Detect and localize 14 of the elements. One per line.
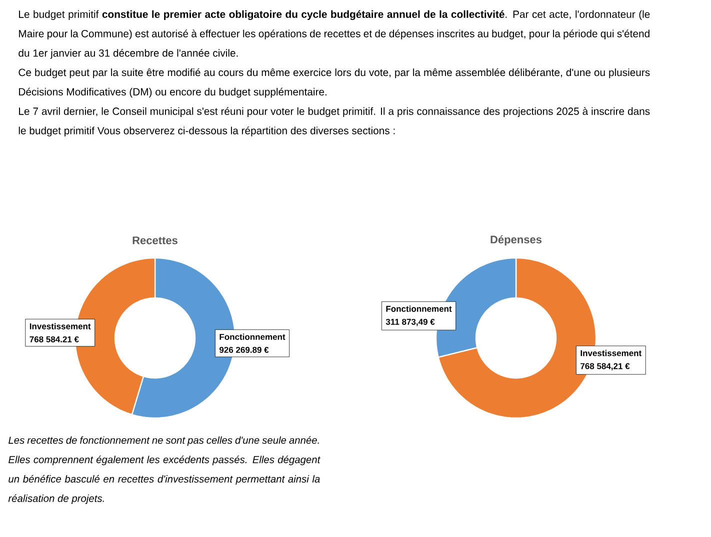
slice-label: Fonctionnement	[386, 306, 452, 312]
data-label: 768 584,21 €	[580, 363, 630, 370]
text: Le budget primitif constitue le premier acte obligatoire du cycle budgétaire annuel de la collectivité. Par cet acte, l'ordonnateur (le Maire pour la Commune) est autorisé à effectuer les opérations de recettes et de dépenses inscrites au budget, pour la période qui s'étend du 1er janvier au 31 décembre de l'année civile.	[18, 10, 650, 59]
slice-label: Fonctionnement	[220, 334, 286, 340]
slice-label: Investissement	[30, 323, 91, 330]
data-label: 926 269.89 €	[220, 346, 269, 353]
text: Le 7 avril dernier, le Conseil municipal s'est réuni pour voter le budget primitif. Il a pris connaissance des projections 2025 à inscrire dans le budget primitif Vous observerez ci-dessous la répartition des diverses sections :	[18, 107, 650, 136]
data-label: 311 873,49 €	[386, 318, 435, 326]
text: Les recettes de fonctionnement ne sont pas celles d'une seule année. Elles comprennent également les excédents passés. Elles dégagent un bénéfice basculé en recettes d'investissement permettant ainsi la réalisation de projets.	[8, 436, 320, 504]
slice-label: Investissement	[580, 350, 642, 356]
chart-title: Dépenses	[490, 235, 542, 246]
chart-title: Recettes	[132, 236, 178, 244]
text: Ce budget peut par la suite être modifié au cours du même exercice lors du vote, par la même assemblée délibérante, d'une ou plusieurs Décisions Modificatives (DM) ou encore du budget supplémentaire.	[18, 68, 650, 98]
data-label: 768 584.21 €	[30, 336, 79, 342]
